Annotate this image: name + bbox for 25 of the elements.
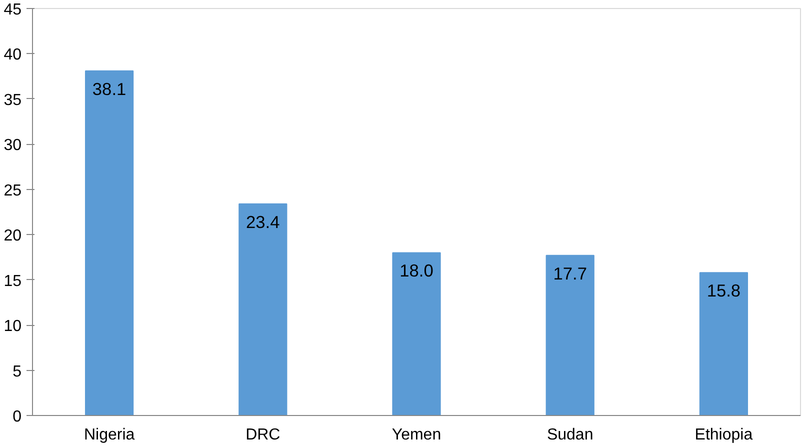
bar [238, 203, 288, 416]
data-label: 15.8 [706, 280, 741, 301]
x-tick-label: DRC [246, 426, 280, 444]
y-tick-label: 15 [4, 272, 22, 290]
y-tick-label: 20 [4, 228, 22, 245]
x-tick-label: Yemen [392, 426, 442, 444]
bar [392, 252, 441, 416]
x-tick-label: Ethiopia [694, 426, 753, 444]
data-label: 38.1 [92, 78, 126, 99]
y-tick-label: 40 [4, 46, 22, 64]
data-label: 18.0 [400, 260, 434, 281]
y-tick-label: 10 [4, 318, 22, 336]
data-label: 23.4 [246, 212, 280, 232]
bar [699, 272, 748, 416]
y-tick-label: 35 [4, 92, 22, 109]
y-tick-label: 45 [4, 2, 22, 18]
y-tick-label: 5 [12, 363, 22, 380]
y-tick-label: 30 [4, 137, 22, 154]
x-tick-label: Sudan [546, 426, 594, 444]
data-label: 17.7 [553, 263, 587, 284]
y-tick-label: 0 [12, 408, 22, 426]
bar [84, 70, 134, 416]
x-tick-label: Nigeria [84, 426, 135, 444]
bar [546, 254, 594, 416]
y-tick-label: 25 [4, 182, 22, 200]
